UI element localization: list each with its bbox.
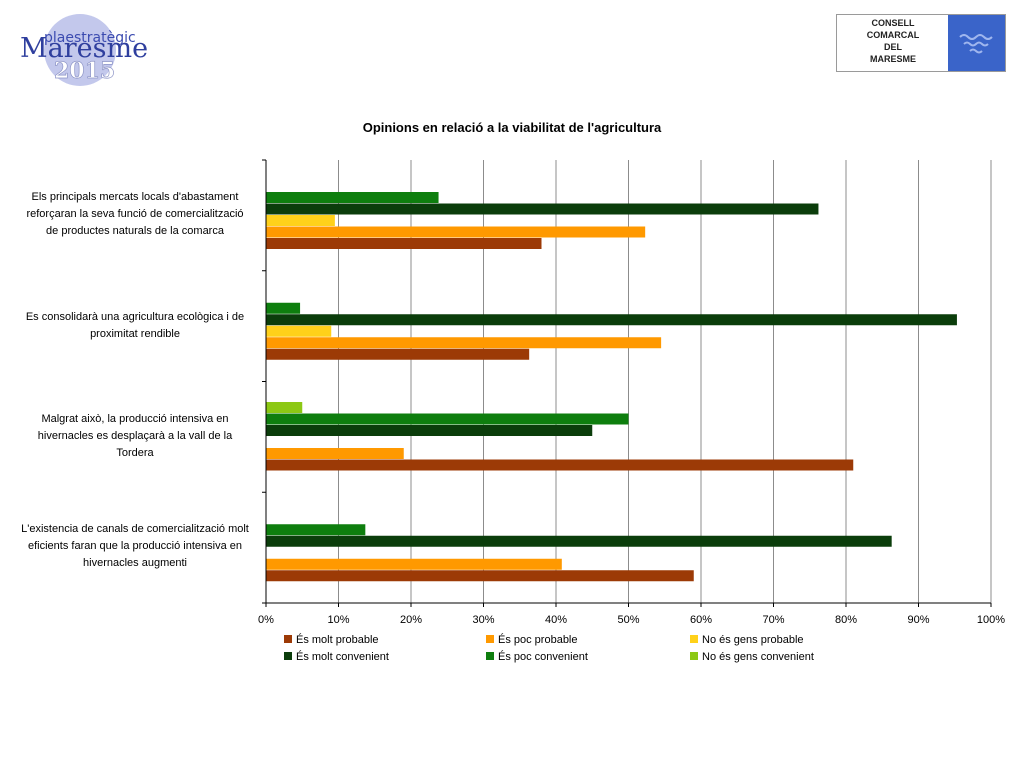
legend-swatch	[486, 635, 494, 643]
legend-label: És poc convenient	[498, 651, 588, 663]
x-tick-label: 90%	[907, 614, 929, 626]
category-label-line: eficients faran que la producció intensi…	[27, 539, 243, 552]
category-label: L'existencia de canals de comercialitzac…	[10, 521, 260, 572]
chart-title: Opinions en relació a la viabilitat de l…	[362, 120, 662, 135]
x-tick-label: 50%	[617, 614, 639, 626]
x-tick-label: 10%	[327, 614, 349, 626]
category-label-line: proximitat rendible	[90, 328, 180, 340]
wave-emblem-icon	[948, 15, 1005, 71]
bar	[266, 448, 404, 459]
legend-item: No és gens convenient	[690, 650, 814, 664]
bar	[266, 570, 694, 582]
legend-label: És poc probable	[498, 634, 578, 646]
bar	[266, 413, 629, 425]
legend-label: És molt probable	[296, 634, 379, 646]
bar	[266, 558, 562, 570]
category-label-line: L'existencia de canals de comercialitzac…	[21, 522, 249, 535]
logo-right-line3: DEL	[884, 42, 902, 52]
category-label-line: Tordera	[116, 446, 154, 459]
x-tick-label: 60%	[690, 614, 712, 626]
x-tick-label: 80%	[835, 614, 857, 626]
legend-item: És molt probable	[284, 633, 379, 647]
plaestrategic-maresme-logo: plaestratègic Maresme 2015	[20, 14, 148, 86]
category-label: Malgrat això, la producció intensiva en h…	[10, 411, 260, 462]
x-tick-label: 20%	[400, 614, 422, 626]
bar	[266, 337, 662, 349]
legend-swatch	[690, 652, 698, 660]
legend-item: No és gens probable	[690, 633, 804, 647]
category-label-line: hivernacles es desplaçarà a la vall de l…	[37, 429, 233, 442]
category-label-line: Els principals mercats locals d'abastame…	[31, 190, 239, 203]
bar	[266, 325, 332, 337]
bar	[266, 535, 892, 547]
category-label: Es consolidarà una agricultura ecològica…	[10, 309, 260, 343]
legend-swatch	[486, 652, 494, 660]
bar	[266, 459, 854, 471]
bar	[266, 524, 366, 536]
bar	[266, 348, 530, 360]
legend-label: És molt convenient	[296, 651, 389, 663]
logo-line2: Maresme	[20, 33, 148, 64]
bar	[266, 203, 819, 215]
legend-label: No és gens convenient	[702, 651, 814, 663]
bar	[266, 238, 542, 249]
legend-swatch	[284, 652, 292, 660]
logo-line1: plaestratègic	[44, 30, 136, 46]
bar	[266, 425, 593, 436]
x-tick-label: 100%	[977, 614, 1005, 626]
category-label-line: hivernacles augmenti	[83, 556, 187, 569]
bar	[266, 226, 646, 238]
category-label: Els principals mercats locals d'abastame…	[10, 189, 260, 240]
bar	[266, 215, 335, 226]
bar	[266, 402, 303, 413]
legend-label: No és gens probable	[702, 634, 804, 646]
bar	[266, 192, 439, 203]
logo-right-line4: MARESME	[869, 54, 916, 64]
x-tick-label: 0%	[258, 614, 274, 626]
category-label-line: Es consolidarà una agricultura ecològica…	[25, 311, 245, 323]
legend-item: És molt convenient	[284, 650, 389, 664]
legend-item: És poc probable	[486, 633, 578, 647]
category-label-line: Malgrat això, la producció intensiva en	[41, 412, 229, 425]
x-tick-label: 40%	[545, 614, 567, 626]
legend-item: És poc convenient	[486, 650, 588, 664]
bar	[266, 314, 957, 326]
x-tick-label: 70%	[762, 614, 784, 626]
x-tick-label: 30%	[472, 614, 494, 626]
legend-swatch	[284, 635, 292, 643]
logo-line3: 2015	[54, 58, 115, 84]
consell-comarcal-logo: CONSELL COMARCAL DEL MARESME	[836, 14, 1006, 72]
logo-right-line2: COMARCAL	[866, 30, 920, 40]
bar	[266, 302, 301, 314]
logo-right-line1: CONSELL	[871, 18, 915, 28]
category-label-line: reforçaran la seva funció de comercialit…	[26, 207, 244, 220]
legend-swatch	[690, 635, 698, 643]
category-label-line: de productes naturals de la comarca	[46, 224, 224, 237]
